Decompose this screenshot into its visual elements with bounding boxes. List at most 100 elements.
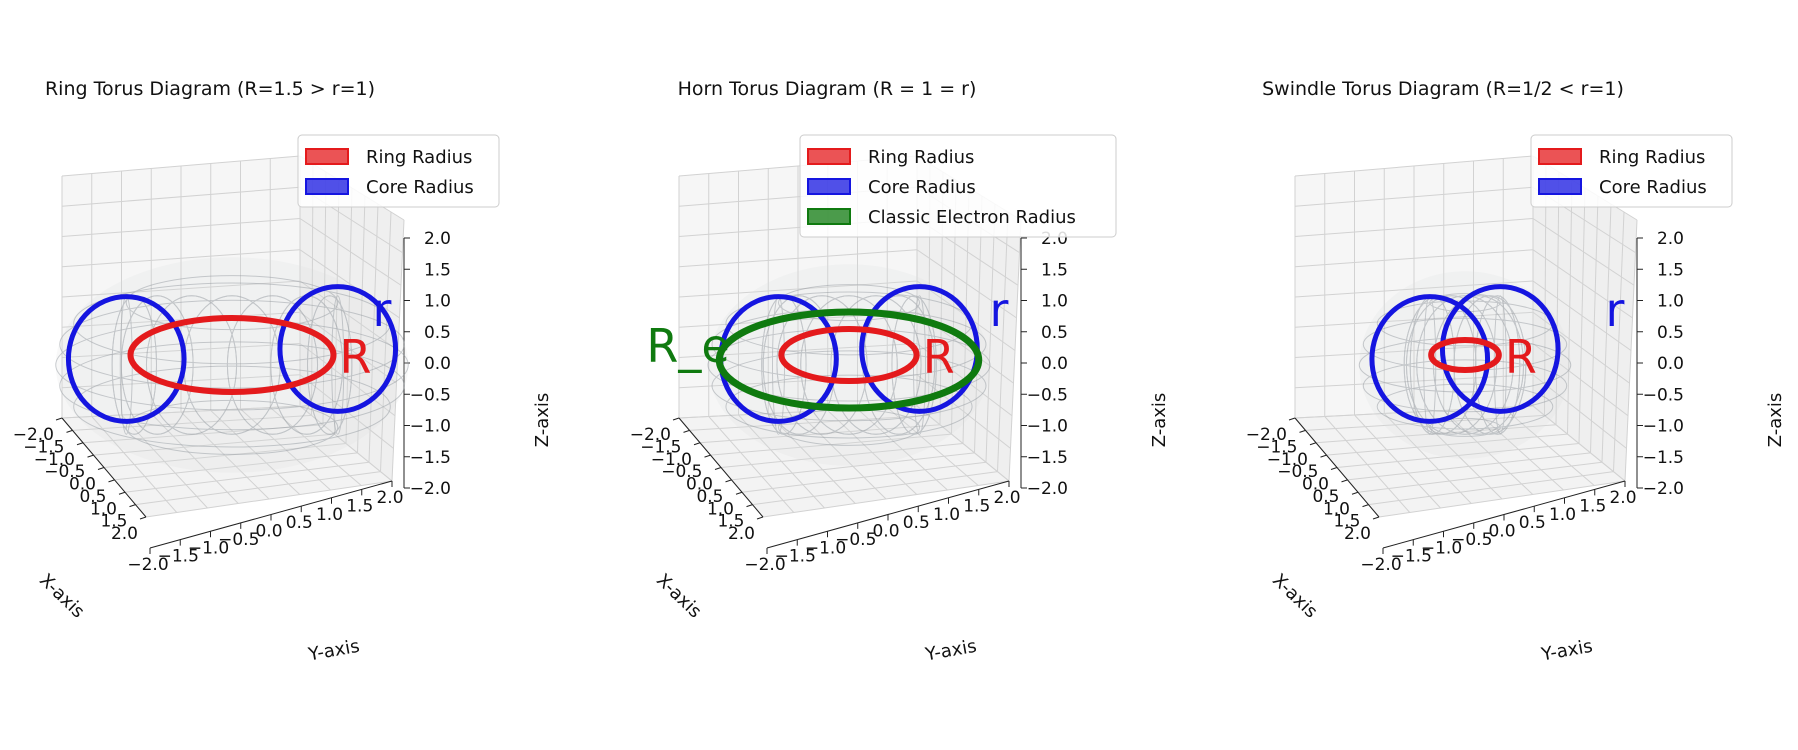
x-tick-label: 1.5 xyxy=(100,512,127,532)
legend-label: Ring Radius xyxy=(366,147,472,168)
x-tick xyxy=(87,454,94,458)
x-tick-label: 0.0 xyxy=(69,475,96,495)
legend-swatch xyxy=(305,178,349,195)
x-tick-label: −1.0 xyxy=(651,450,692,470)
core-circle-right xyxy=(277,284,399,414)
y-tick-label: −1.5 xyxy=(775,547,816,567)
y-tick-label: −0.5 xyxy=(1451,530,1492,550)
x-tick xyxy=(1372,516,1380,520)
z-tick-label: 0.5 xyxy=(424,323,451,343)
grid xyxy=(1294,155,1638,518)
x-tick-label: −2.0 xyxy=(630,425,671,445)
z-tick-label: 0.0 xyxy=(1657,354,1684,374)
z-tick-label: −0.5 xyxy=(1027,385,1068,405)
x-tick-label: 2.0 xyxy=(1344,524,1371,544)
y-tick-label: 2.0 xyxy=(376,488,403,508)
x-tick xyxy=(55,417,63,421)
z-axis-label: Z-axis xyxy=(532,393,553,448)
legend: Ring Radius Core Radius xyxy=(1530,134,1733,208)
z-tick-label: −1.0 xyxy=(1027,417,1068,437)
legend-swatch xyxy=(1538,178,1582,195)
z-tick-label: 1.5 xyxy=(1041,260,1068,280)
electron-radius-label: R_e xyxy=(646,319,729,373)
core-circle-left xyxy=(1369,294,1491,424)
y-tick-label: −0.5 xyxy=(835,530,876,550)
x-tick xyxy=(756,516,764,520)
x-tick-label: −1.0 xyxy=(34,450,75,470)
x-tick xyxy=(725,479,732,483)
x-tick xyxy=(1309,442,1317,446)
y-tick-label: −1.5 xyxy=(1391,547,1432,567)
z-tick-label: −1.5 xyxy=(410,448,451,468)
floor-pane xyxy=(679,406,1009,517)
panel-horn: Horn Torus Diagram (R = 1 = r)−2.0−1.5−1… xyxy=(630,78,1170,666)
x-axis-label: X-axis xyxy=(1268,570,1321,623)
y-tick-label: 2.0 xyxy=(1609,488,1636,508)
legend-swatch xyxy=(807,208,851,225)
x-tick xyxy=(735,491,743,495)
y-tick-label: 1.0 xyxy=(316,505,343,525)
legend: Ring Radius Core Radius Classic Electron R… xyxy=(799,134,1117,238)
legend: Ring Radius Core Radius xyxy=(297,134,500,208)
x-tick xyxy=(714,467,722,470)
y-tick-label: −1.0 xyxy=(188,538,229,558)
y-tick-label: −2.0 xyxy=(744,555,785,575)
x-tick-label: −2.0 xyxy=(1246,425,1287,445)
x-tick xyxy=(1362,504,1369,508)
x-tick xyxy=(66,429,73,433)
legend-label: Core Radius xyxy=(366,177,474,198)
x-tick-label: 0.5 xyxy=(696,487,723,507)
x-tick-label: −1.5 xyxy=(23,437,64,457)
z-tick-label: 1.5 xyxy=(1657,260,1684,280)
z-tick-label: 0.5 xyxy=(1657,323,1684,343)
legend-label: Core Radius xyxy=(1599,177,1707,198)
electron-ring xyxy=(715,308,983,412)
x-tick-label: 0.5 xyxy=(1312,487,1339,507)
floor-pane xyxy=(1295,406,1625,517)
x-tick-label: −2.0 xyxy=(13,425,54,445)
x-tick xyxy=(1288,417,1296,421)
legend-box xyxy=(799,134,1117,238)
y-axis-label: Y-axis xyxy=(306,636,361,666)
z-tick-label: −0.5 xyxy=(410,385,451,405)
x-tick xyxy=(139,516,147,520)
y-tick-label: 1.0 xyxy=(933,505,960,525)
legend-swatch xyxy=(807,148,851,165)
panel-ring: Ring Torus Diagram (R=1.5 > r=1)−2.0−1.5… xyxy=(13,78,553,666)
z-tick-label: 0.0 xyxy=(1041,354,1068,374)
z-tick-label: −2.0 xyxy=(410,479,451,499)
legend-label: Ring Radius xyxy=(868,147,974,168)
panel-title: Ring Torus Diagram (R=1.5 > r=1) xyxy=(45,78,375,100)
legend-swatch xyxy=(1538,148,1582,165)
x-tick-label: 0.5 xyxy=(79,487,106,507)
x-tick xyxy=(1341,479,1348,483)
x-tick xyxy=(118,491,126,495)
z-tick-label: 2.0 xyxy=(424,229,451,249)
z-tick-label: 1.0 xyxy=(1657,292,1684,312)
x-tick-label: 0.0 xyxy=(1302,475,1329,495)
z-tick-label: −2.0 xyxy=(1027,479,1068,499)
y-tick-label: 0.0 xyxy=(255,522,282,542)
y-tick-label: 1.5 xyxy=(346,496,373,516)
ring-circle xyxy=(778,326,920,384)
legend-label: Core Radius xyxy=(868,177,976,198)
legend-swatch xyxy=(305,148,349,165)
x-tick-label: −1.5 xyxy=(640,437,681,457)
z-tick-label: 1.5 xyxy=(424,260,451,280)
core-circle-left xyxy=(65,294,187,424)
core-radius-label: r xyxy=(1606,283,1625,337)
z-tick-label: −1.5 xyxy=(1027,448,1068,468)
panel-title: Horn Torus Diagram (R = 1 = r) xyxy=(678,78,977,100)
y-tick-label: 0.5 xyxy=(1519,513,1546,533)
x-tick-label: −0.5 xyxy=(661,462,702,482)
z-tick-label: −2.0 xyxy=(1643,479,1684,499)
ring-radius-label: R xyxy=(1505,330,1537,384)
y-tick-label: 0.5 xyxy=(903,513,930,533)
x-tick xyxy=(746,504,753,508)
z-tick-label: −1.0 xyxy=(410,417,451,437)
x-axis-label: X-axis xyxy=(35,570,88,623)
z-axis-label: Z-axis xyxy=(1765,393,1786,448)
x-tick xyxy=(1320,454,1327,458)
ring-radius-label: R xyxy=(923,330,955,384)
